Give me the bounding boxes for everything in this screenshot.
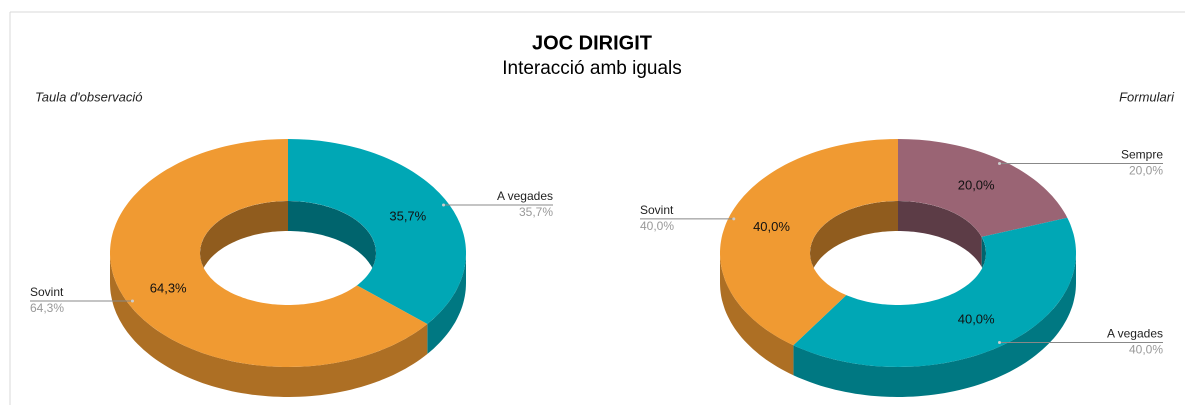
subtitle: Interacció amb iguals — [502, 58, 682, 79]
legend-label: Sempre — [1121, 148, 1163, 162]
slice — [898, 139, 1068, 237]
leader-dot — [442, 203, 446, 207]
slice — [110, 139, 428, 367]
legend-value: 40,0% — [640, 219, 674, 233]
leader-dot — [997, 340, 1001, 344]
slice-inner-side — [288, 201, 376, 283]
slice — [793, 217, 1076, 367]
data-label: 40,0% — [753, 219, 790, 234]
legend-value: 35,7% — [519, 205, 553, 219]
legend-label: Sovint — [640, 203, 674, 217]
data-label: 64,3% — [150, 280, 187, 295]
slice-side — [793, 253, 1076, 397]
title: JOC DIRIGIT — [532, 32, 652, 54]
data-label: 40,0% — [958, 312, 995, 327]
slice-side — [720, 253, 794, 376]
data-label: 20,0% — [958, 177, 995, 192]
leader-dot — [130, 299, 134, 303]
slice-inner-side — [200, 201, 288, 283]
leader-dot — [997, 162, 1001, 166]
legend-label: A vegades — [497, 189, 553, 203]
legend-value: 40,0% — [1129, 343, 1163, 357]
slice — [288, 139, 466, 324]
data-label: 35,7% — [389, 208, 426, 223]
leader-dot — [732, 217, 736, 221]
slice — [720, 139, 898, 346]
slice-side — [427, 253, 466, 354]
legend-value: 20,0% — [1129, 164, 1163, 178]
legend-label: A vegades — [1107, 327, 1163, 341]
slice-inner-side — [898, 201, 982, 267]
chart-title: Taula d'observació — [35, 89, 143, 104]
slice-inner-side — [810, 201, 898, 283]
chart-title: Formulari — [1119, 89, 1175, 104]
slice-side — [110, 253, 428, 397]
legend-value: 64,3% — [30, 301, 64, 315]
legend-label: Sovint — [30, 285, 64, 299]
